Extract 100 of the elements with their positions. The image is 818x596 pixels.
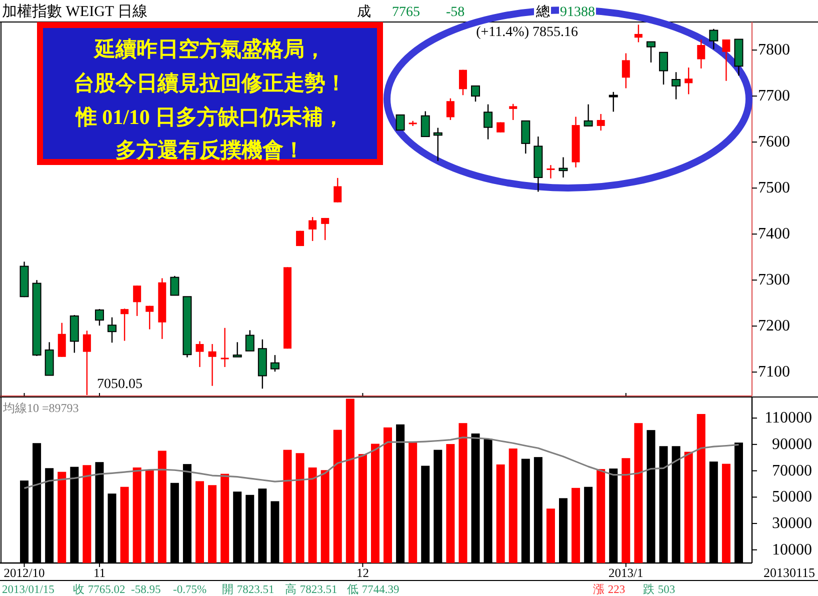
text: 總 [535, 4, 550, 20]
text: 開 7823.51 [222, 583, 274, 596]
annotation: 台股今日續見拉回修正走勢！ [74, 71, 346, 95]
bar [308, 467, 317, 563]
bar [132, 467, 142, 563]
y-tick-label: 90000 [772, 436, 812, 453]
y-tick-label: 7700 [758, 88, 790, 105]
line-series [23, 436, 740, 489]
y-tick-label: 7600 [758, 134, 790, 151]
candlestick [458, 69, 467, 96]
bar [220, 474, 230, 563]
text: -0.75% [173, 584, 207, 596]
bar [446, 444, 455, 563]
bar [572, 488, 580, 563]
candlestick [521, 120, 530, 154]
text: -58 [446, 5, 465, 20]
candlestick [232, 342, 242, 358]
text: -58.95 [131, 584, 161, 596]
bar [508, 448, 518, 563]
annotation: 7050.05 [97, 377, 142, 392]
y-tick-label: 10000 [772, 541, 812, 558]
text: 收 7765.02 [73, 583, 126, 596]
y-tick-label: 50000 [772, 488, 812, 506]
annotation: (+11.4%) 7855.16 [476, 25, 578, 40]
bar [333, 430, 342, 563]
bar [596, 469, 606, 563]
text: 成 [357, 4, 371, 20]
text: 高 7823.51 [285, 582, 338, 596]
bar [158, 450, 166, 563]
candlestick [697, 38, 706, 70]
bar [696, 414, 706, 563]
candlestick [684, 66, 693, 95]
bar [320, 470, 330, 563]
y-tick-label: 70000 [772, 462, 812, 480]
candlestick [420, 110, 430, 138]
bar [283, 450, 292, 563]
candlestick [334, 177, 342, 203]
candlestick [709, 28, 718, 50]
bar [58, 472, 66, 563]
x-tick-label: 2012/10 [4, 566, 45, 580]
bar [145, 470, 154, 563]
candlestick [94, 308, 104, 326]
candlestick [558, 156, 568, 178]
bar [358, 454, 367, 563]
candlestick [659, 52, 668, 86]
candlestick [321, 217, 330, 241]
candlestick [220, 327, 229, 368]
bar [722, 464, 730, 563]
bar [296, 453, 304, 563]
bar [120, 486, 129, 563]
candlestick [396, 114, 405, 131]
candlestick [433, 127, 442, 162]
text: 跌 503 [643, 583, 676, 596]
bar [496, 464, 505, 563]
bar [82, 465, 92, 563]
x-tick-label: 2013/1 [608, 566, 644, 580]
bar [458, 423, 468, 563]
text: 漲 223 [593, 583, 626, 596]
bar [408, 442, 418, 563]
chart-title: 加權指數 WEIGT 日線 [2, 3, 148, 20]
candlestick [170, 275, 180, 296]
candlestick [208, 343, 216, 386]
candlestick [672, 72, 681, 100]
annotation: 延續昨日空方氣盛格局， [92, 37, 326, 61]
candlestick [82, 330, 91, 396]
y-tick-label: 30000 [772, 514, 812, 532]
candlestick [270, 354, 280, 372]
candlestick [245, 330, 254, 352]
candlestick [146, 305, 154, 330]
y-tick-label: 7500 [758, 180, 790, 197]
y-tick-label: 7300 [758, 272, 790, 289]
candlestick [509, 103, 518, 121]
candlestick [584, 104, 593, 127]
candlestick [622, 52, 630, 89]
text: 2013/01/15 [2, 584, 55, 596]
bar [208, 485, 217, 563]
y-tick-label: 110000 [764, 410, 812, 427]
candlestick [546, 164, 555, 180]
candlestick [471, 85, 480, 102]
y-tick-label: 7100 [758, 364, 790, 381]
candlestick [596, 113, 605, 132]
candlestick [634, 24, 642, 43]
text: 20130115 [763, 565, 815, 580]
bar [546, 508, 555, 563]
bar [622, 458, 630, 563]
x-tick-label: 11 [93, 566, 106, 580]
candlestick [608, 91, 618, 112]
text: 7765 [392, 5, 420, 20]
candlestick [133, 284, 142, 317]
bar [196, 481, 204, 563]
y-tick-label: 7400 [758, 226, 790, 243]
x-tick-label: 12 [356, 566, 369, 580]
bar [370, 444, 380, 563]
y-tick-label: 7800 [758, 42, 790, 59]
text: 91388 [560, 5, 595, 20]
text: 均線10 =89793 [2, 401, 79, 415]
candlestick [484, 104, 493, 140]
candlestick [58, 322, 66, 358]
bar [684, 452, 693, 563]
candlestick [646, 41, 656, 64]
